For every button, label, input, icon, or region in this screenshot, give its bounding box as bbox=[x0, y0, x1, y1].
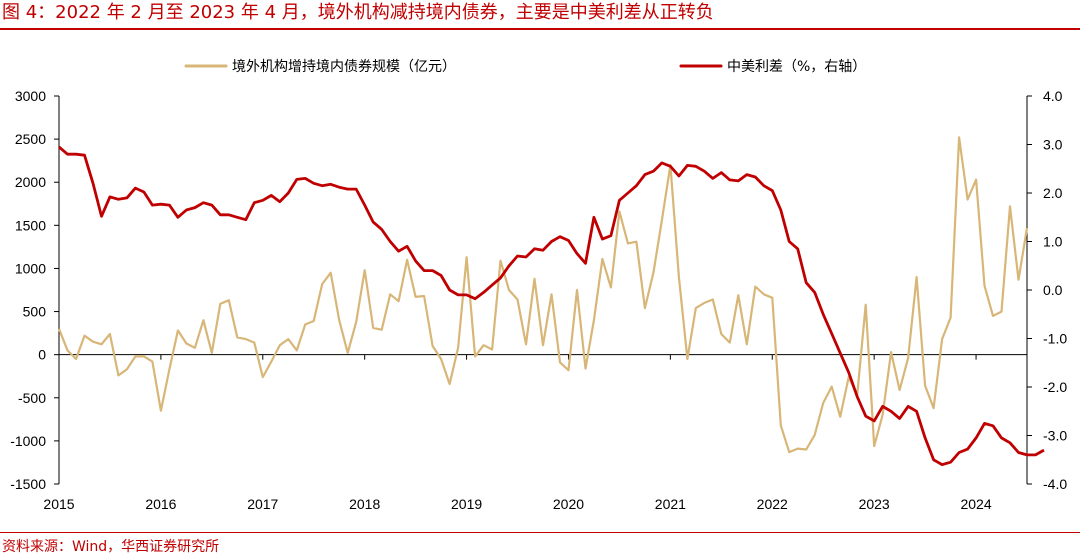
source-divider bbox=[0, 532, 1080, 533]
left-tick-label: 2000 bbox=[15, 174, 46, 190]
right-tick-label: -3.0 bbox=[1043, 428, 1067, 444]
x-tick-label: 2015 bbox=[43, 496, 74, 512]
title-divider bbox=[0, 28, 1080, 30]
source-note: 资料来源：Wind，华西证券研究所 bbox=[2, 539, 220, 555]
right-tick-label: -1.0 bbox=[1043, 331, 1067, 347]
series-line-holdings bbox=[57, 136, 1029, 454]
chart-axes: 3000 2500 2000 1500 1000 500 0 -500 -1000 -1500 4.… bbox=[10, 88, 1067, 512]
right-tick-label: 1.0 bbox=[1043, 234, 1063, 250]
dual-axis-line-chart: 境外机构增持境内债券规模（亿元） 中美利差（%，右轴） 3000 2500 2000… bbox=[10, 59, 1067, 512]
left-tick-label: 1500 bbox=[15, 217, 46, 233]
right-tick-label: -2.0 bbox=[1043, 379, 1067, 395]
x-tick-label: 2016 bbox=[145, 496, 176, 512]
x-tick-label: 2017 bbox=[247, 496, 278, 512]
x-tick-label: 2020 bbox=[553, 496, 584, 512]
legend-label-holdings: 境外机构增持境内债券规模（亿元） bbox=[232, 59, 456, 75]
series-layer bbox=[57, 136, 1045, 467]
left-tick-label: -1500 bbox=[10, 476, 46, 492]
right-tick-label: -4.0 bbox=[1043, 476, 1067, 492]
series-line-spread bbox=[58, 145, 1045, 467]
left-tick-label: 500 bbox=[23, 304, 47, 320]
x-tick-label: 2024 bbox=[960, 496, 991, 512]
left-tick-label: 3000 bbox=[15, 88, 46, 104]
x-tick-label: 2018 bbox=[349, 496, 380, 512]
right-tick-label: 4.0 bbox=[1043, 88, 1063, 104]
left-tick-label: 0 bbox=[38, 347, 46, 363]
left-tick-label: -500 bbox=[18, 390, 46, 406]
figure-title: 图 4：2022 年 2 月至 2023 年 4 月，境外机构减持境内债券，主要… bbox=[2, 2, 714, 23]
x-tick-label: 2019 bbox=[451, 496, 482, 512]
x-tick-label: 2021 bbox=[655, 496, 686, 512]
x-tick-label: 2023 bbox=[859, 496, 890, 512]
left-tick-label: 2500 bbox=[15, 131, 46, 147]
legend-label-spread: 中美利差（%，右轴） bbox=[727, 59, 866, 75]
chart-legend: 境外机构增持境内债券规模（亿元） 中美利差（%，右轴） bbox=[184, 59, 866, 75]
left-tick-label: -1000 bbox=[10, 433, 46, 449]
left-tick-label: 1000 bbox=[15, 260, 46, 276]
right-tick-label: 2.0 bbox=[1043, 185, 1063, 201]
right-tick-label: 0.0 bbox=[1043, 282, 1063, 298]
x-tick-label: 2022 bbox=[757, 496, 788, 512]
right-tick-label: 3.0 bbox=[1043, 137, 1063, 153]
